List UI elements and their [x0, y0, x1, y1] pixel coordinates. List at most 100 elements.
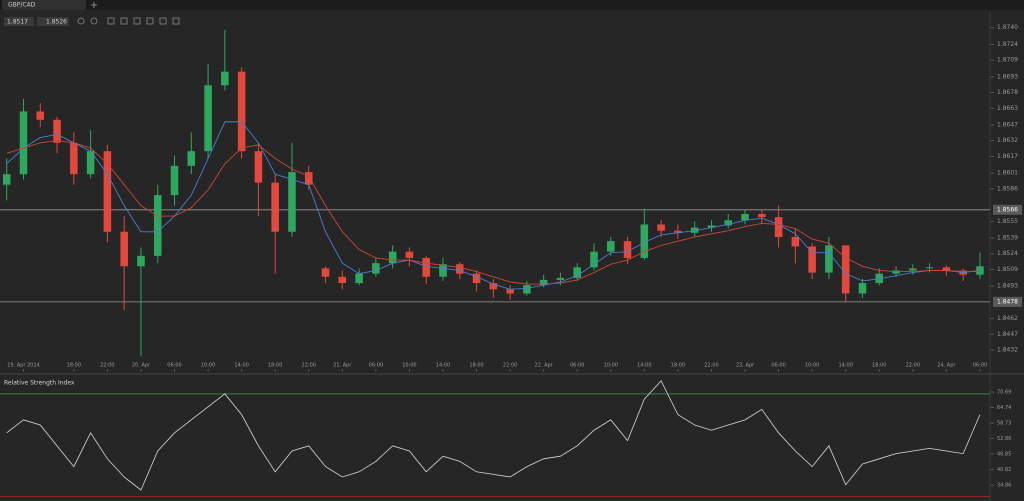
x-tick-label: 22:00 [302, 363, 316, 369]
x-tick-label: 18:00 [671, 363, 685, 369]
candle-body [506, 289, 514, 294]
candle-body [489, 283, 498, 290]
candle-body [774, 217, 783, 237]
candle-body [36, 111, 45, 120]
bid-price: 1.8517 [7, 19, 28, 26]
candle-body [640, 224, 649, 258]
candle-body [53, 119, 61, 143]
moving-average [6, 121, 980, 290]
candle-body [86, 151, 95, 175]
tool-icon[interactable] [172, 17, 180, 25]
candle-body [455, 264, 464, 274]
y-tick-label: 1.8586 [997, 185, 1018, 192]
y-tick-label: 1.8693 [997, 73, 1018, 80]
candle-body [573, 267, 581, 278]
candle-body [590, 251, 598, 268]
x-tick-label: 14:00 [637, 363, 651, 369]
tab-label[interactable]: GBP/CAD [8, 2, 36, 9]
candle-body [539, 279, 548, 286]
candle-body [355, 273, 363, 284]
y-tick-label: 1.8462 [997, 315, 1018, 322]
candle-body [556, 277, 565, 280]
x-tick-label: 21. Apr [333, 363, 352, 369]
x-tick-label: 14:00 [838, 363, 852, 369]
tool-icon[interactable] [120, 17, 128, 25]
x-tick-label: 18:00 [469, 363, 483, 369]
x-tick-label: 06:00 [369, 363, 383, 369]
candle-body [690, 227, 699, 233]
tool-icon[interactable] [146, 17, 154, 25]
x-tick-label: 19. Apr 2014 [7, 363, 40, 369]
ask-price: 1.8526 [46, 19, 67, 26]
candle-body [942, 267, 951, 271]
x-tick-label: 18:00 [67, 363, 81, 369]
candle-body [271, 182, 279, 232]
zoom-in[interactable] [77, 17, 85, 25]
candle-body [925, 267, 934, 269]
x-tick-label: 22:00 [704, 363, 718, 369]
tool-icon[interactable] [107, 17, 115, 25]
new-tab-button[interactable] [91, 2, 97, 8]
x-tick-label: 10:00 [402, 363, 416, 369]
candle-body [304, 172, 313, 185]
x-tick-label: 06:00 [973, 363, 987, 369]
y-tick-label: 1.8678 [997, 89, 1018, 96]
candle-body [976, 266, 984, 275]
y-tick-label: 1.8647 [997, 122, 1018, 129]
y-tick-label: 34.86 [997, 483, 1011, 489]
candle-body [103, 151, 112, 232]
candle-body [19, 111, 28, 175]
candle-body [825, 245, 833, 273]
price-label-box [993, 204, 1022, 215]
candle-body [707, 225, 716, 228]
y-tick-label: 1.8724 [997, 41, 1018, 48]
zoom-out[interactable] [90, 17, 98, 25]
candle-body [170, 165, 179, 196]
candle-body [321, 268, 330, 277]
candle-body [523, 285, 531, 294]
candle-body [724, 220, 733, 226]
price-label-box [993, 296, 1022, 307]
y-tick-label: 1.8709 [997, 57, 1018, 64]
x-tick-label: 22:00 [906, 363, 920, 369]
ask-box[interactable] [37, 17, 69, 26]
y-tick-label: 1.8524 [997, 250, 1018, 257]
candle-body [439, 264, 447, 277]
y-tick-label: 1.8632 [997, 137, 1018, 144]
y-tick-label: 58.73 [997, 421, 1011, 427]
candle-body [422, 257, 430, 277]
bid-box[interactable] [4, 17, 34, 26]
price-label: 1.8566 [997, 206, 1018, 213]
tool-icon[interactable] [133, 17, 141, 25]
candle-body [221, 71, 229, 86]
y-tick-label: 1.8601 [997, 170, 1018, 177]
x-tick-label: 10:00 [201, 363, 215, 369]
candle-body [674, 230, 682, 233]
candle-body [405, 251, 414, 258]
candle-body [741, 213, 749, 221]
x-tick-label: 22:00 [503, 363, 517, 369]
candle-body [254, 151, 263, 183]
x-tick-label: 10:00 [604, 363, 618, 369]
candle-body [288, 172, 296, 232]
x-tick-label: 23. Apr [736, 363, 755, 369]
tab[interactable] [2, 0, 86, 10]
candle-body [858, 283, 867, 294]
candle-body [372, 263, 380, 274]
indicator-title: Relative Strength Index [4, 380, 75, 387]
y-tick-label: 1.8740 [997, 24, 1018, 31]
y-tick-label: 1.8663 [997, 105, 1018, 112]
candle-body [338, 276, 347, 284]
x-tick-label: 06:00 [570, 363, 584, 369]
candle-body [909, 268, 917, 271]
tool-icon[interactable] [159, 17, 167, 25]
x-tick-label: 20. Apr [132, 363, 151, 369]
candle-body [841, 245, 850, 294]
y-tick-label: 46.85 [997, 451, 1011, 457]
y-tick-label: 64.74 [997, 405, 1011, 411]
candle-body [623, 241, 632, 258]
candle-body [791, 237, 800, 247]
x-tick-label: 06:00 [771, 363, 785, 369]
y-tick-label: 70.69 [997, 390, 1011, 396]
